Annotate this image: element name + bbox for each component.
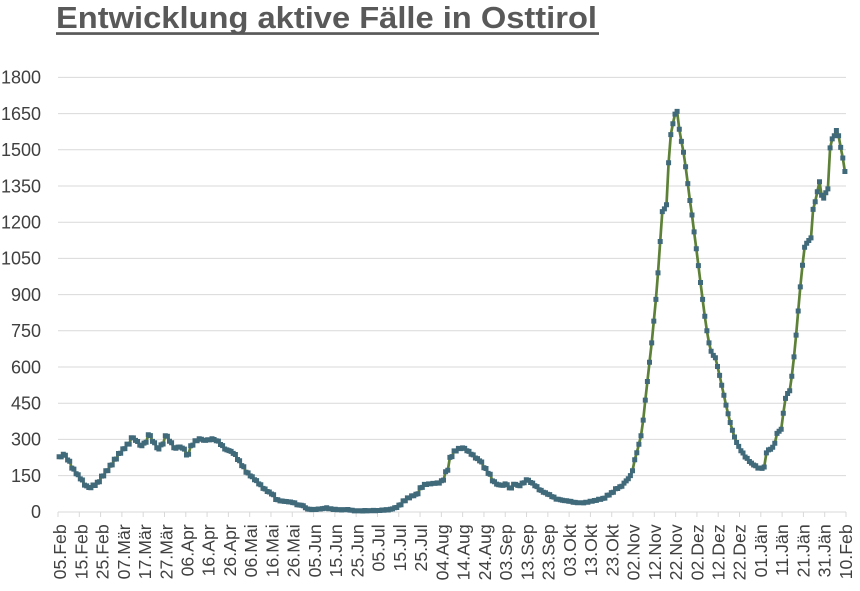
svg-text:06.Mai: 06.Mai (241, 524, 261, 577)
svg-text:1050: 1050 (1, 249, 41, 269)
svg-text:16.Apr: 16.Apr (199, 524, 219, 576)
svg-text:10.Feb: 10.Feb (836, 524, 856, 579)
svg-text:15.Feb: 15.Feb (71, 524, 91, 579)
svg-text:450: 450 (11, 394, 41, 414)
svg-text:26.Mai: 26.Mai (284, 524, 304, 577)
svg-text:22.Dez: 22.Dez (730, 524, 750, 580)
svg-text:02.Dez: 02.Dez (687, 524, 707, 580)
svg-text:24.Aug: 24.Aug (475, 524, 495, 580)
svg-text:03.Okt: 03.Okt (560, 524, 580, 576)
svg-text:1650: 1650 (1, 104, 41, 124)
svg-text:07.Mär: 07.Mär (114, 524, 134, 579)
svg-text:600: 600 (11, 357, 41, 377)
svg-text:25.Jun: 25.Jun (347, 524, 367, 577)
svg-text:17.Mär: 17.Mär (135, 524, 155, 579)
svg-text:16.Mai: 16.Mai (263, 524, 283, 577)
svg-text:14.Aug: 14.Aug (454, 524, 474, 580)
svg-text:13.Sep: 13.Sep (517, 524, 537, 580)
svg-text:300: 300 (11, 430, 41, 450)
svg-text:15.Jun: 15.Jun (326, 524, 346, 577)
svg-text:05.Jun: 05.Jun (305, 524, 325, 577)
svg-text:26.Apr: 26.Apr (220, 524, 240, 576)
svg-text:15.Jul: 15.Jul (390, 524, 410, 571)
svg-text:23.Sep: 23.Sep (539, 524, 559, 580)
svg-text:12.Dez: 12.Dez (709, 524, 729, 580)
svg-text:01.Jän: 01.Jän (751, 524, 771, 577)
svg-text:0: 0 (31, 502, 41, 522)
svg-text:05.Jul: 05.Jul (369, 524, 389, 571)
svg-text:1500: 1500 (1, 140, 41, 160)
svg-text:02.Nov: 02.Nov (624, 524, 644, 580)
svg-text:25.Feb: 25.Feb (93, 524, 113, 579)
svg-text:06.Apr: 06.Apr (178, 524, 198, 576)
svg-text:1800: 1800 (1, 68, 41, 88)
svg-text:900: 900 (11, 285, 41, 305)
svg-text:25.Jul: 25.Jul (411, 524, 431, 571)
svg-text:21.Jän: 21.Jän (794, 524, 814, 577)
svg-text:27.Mär: 27.Mär (156, 524, 176, 579)
svg-text:04.Aug: 04.Aug (432, 524, 452, 580)
svg-text:1200: 1200 (1, 213, 41, 233)
svg-text:150: 150 (11, 466, 41, 486)
svg-text:12.Nov: 12.Nov (645, 524, 665, 580)
svg-text:1350: 1350 (1, 176, 41, 196)
svg-text:13.Okt: 13.Okt (581, 524, 601, 576)
svg-text:05.Feb: 05.Feb (50, 524, 70, 579)
svg-text:23.Okt: 23.Okt (602, 524, 622, 576)
svg-text:22.Nov: 22.Nov (666, 524, 686, 580)
svg-text:03.Sep: 03.Sep (496, 524, 516, 580)
svg-text:31.Jän: 31.Jän (815, 524, 835, 577)
svg-text:11.Jän: 11.Jän (772, 524, 792, 576)
svg-text:750: 750 (11, 321, 41, 341)
svg-text:Entwicklung aktive Fälle in Os: Entwicklung aktive Fälle in Osttirol (56, 1, 597, 35)
